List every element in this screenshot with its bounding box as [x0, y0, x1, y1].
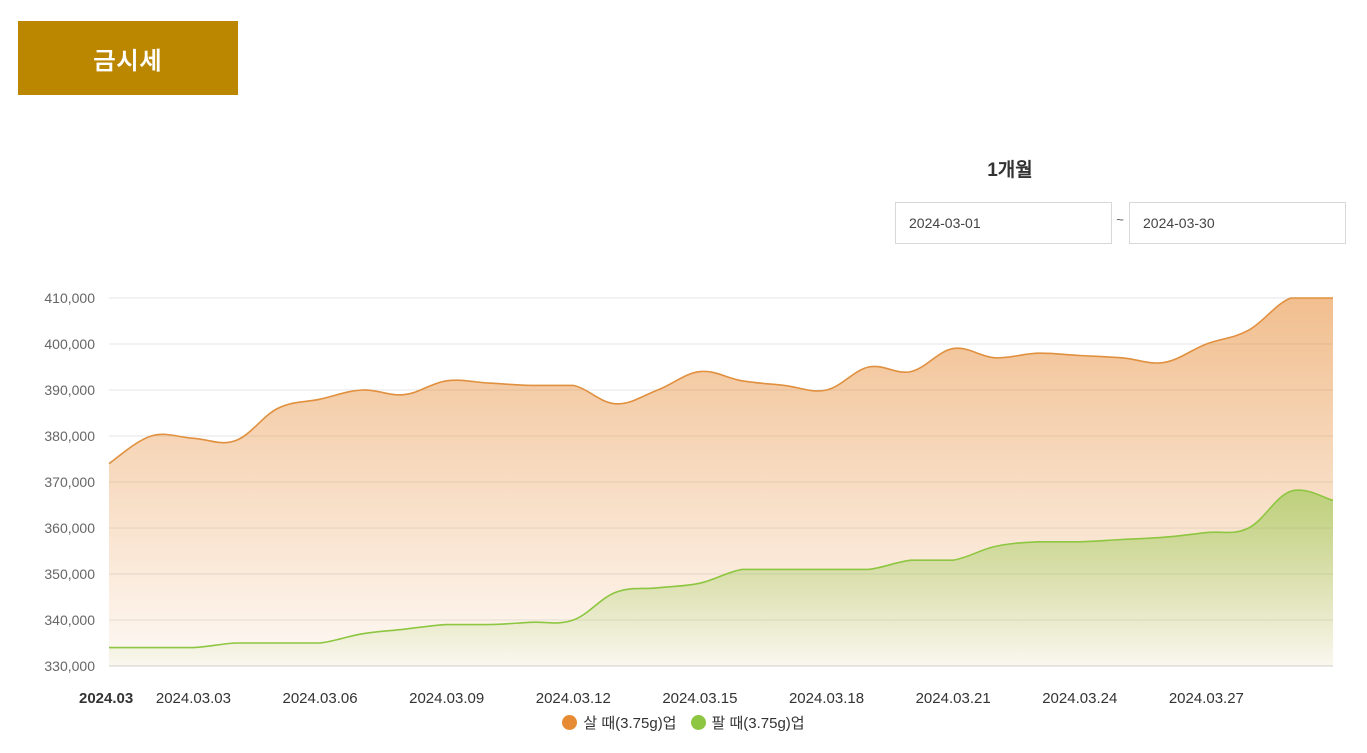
date-range-separator: ~: [1116, 212, 1124, 227]
data-point-sell: [528, 619, 534, 625]
data-point-buy: [1288, 295, 1294, 301]
data-point-buy: [233, 438, 239, 444]
series-area-sell: [109, 490, 1333, 666]
data-point-buy: [992, 355, 998, 361]
y-tick-label: 390,000: [44, 382, 95, 398]
y-tick-label: 400,000: [44, 336, 95, 352]
data-point-sell: [1288, 488, 1294, 494]
y-tick-label: 370,000: [44, 474, 95, 490]
data-point-buy: [1161, 359, 1167, 365]
data-point-sell: [148, 645, 154, 651]
data-point-buy: [401, 392, 407, 398]
legend-item-sell[interactable]: 팔 때(3.75g)업: [690, 712, 805, 733]
legend-marker-buy: [562, 715, 578, 730]
x-tick-label: 2024.03.03: [156, 690, 231, 707]
chart-legend: 살 때(3.75g)업 팔 때(3.75g)업: [0, 712, 1367, 733]
period-label[interactable]: 1개월: [987, 160, 1033, 181]
data-point-sell: [401, 626, 407, 632]
y-tick-label: 360,000: [44, 520, 95, 536]
y-tick-label: 410,000: [44, 290, 95, 306]
data-point-sell: [1330, 497, 1336, 503]
data-point-buy: [317, 396, 323, 402]
data-point-buy: [1119, 355, 1125, 361]
start-date-input[interactable]: [895, 202, 1112, 244]
data-point-sell: [992, 543, 998, 549]
legend-marker-sell: [690, 715, 706, 730]
end-date-input[interactable]: [1129, 202, 1346, 244]
data-point-sell: [275, 640, 281, 646]
data-point-sell: [612, 589, 618, 595]
data-point-sell: [317, 640, 323, 646]
data-point-sell: [359, 631, 365, 637]
data-point-buy: [486, 380, 492, 386]
legend-label-sell: 팔 때(3.75g)업: [711, 715, 805, 732]
data-point-sell: [570, 617, 576, 623]
data-point-buy: [528, 382, 534, 388]
x-tick-label: 2024.03.27: [1169, 690, 1244, 707]
data-point-buy: [781, 382, 787, 388]
data-point-buy: [1246, 327, 1252, 333]
data-point-buy: [275, 405, 281, 411]
data-point-sell: [866, 566, 872, 572]
data-point-sell: [950, 557, 956, 563]
legend-label-buy: 살 때(3.75g)업: [583, 715, 677, 732]
y-tick-label: 380,000: [44, 428, 95, 444]
x-tick-label: 2024.03.09: [409, 690, 484, 707]
x-tick-label: 2024.03.21: [916, 690, 991, 707]
x-tick-label: 2024.03.12: [536, 690, 611, 707]
series-line-sell: [109, 489, 1334, 649]
data-point-buy: [697, 369, 703, 375]
data-point-sell: [781, 566, 787, 572]
data-point-buy: [1203, 341, 1209, 347]
data-point-buy: [866, 364, 872, 370]
data-point-sell: [1077, 539, 1083, 545]
data-point-sell: [824, 566, 830, 572]
gold-price-chart: 330,000 340,000 350,000 360,000 370,000 380,0…: [44, 290, 1336, 707]
data-point-buy: [359, 387, 365, 393]
data-point-buy: [612, 401, 618, 407]
data-point-buy: [106, 461, 112, 467]
data-point-buy: [1330, 295, 1336, 301]
y-tick-label: 340,000: [44, 612, 95, 628]
data-point-sell: [106, 645, 112, 651]
data-point-buy: [655, 387, 661, 393]
data-point-buy: [908, 369, 914, 375]
data-point-buy: [1077, 353, 1083, 359]
x-tick-label: 2024.03.18: [789, 690, 864, 707]
x-tick-label: 2024.03.15: [662, 690, 737, 707]
data-point-sell: [1203, 530, 1209, 536]
data-point-buy: [824, 387, 830, 393]
data-point-buy: [1035, 350, 1041, 356]
data-point-sell: [190, 645, 196, 651]
data-point-buy: [148, 433, 154, 439]
data-point-sell: [1246, 525, 1252, 531]
data-point-buy: [739, 378, 745, 384]
x-tick-label: 2024.03.24: [1042, 690, 1117, 707]
data-point-sell: [444, 622, 450, 628]
y-tick-label: 350,000: [44, 566, 95, 582]
series-line-buy: [108, 297, 1333, 465]
data-point-sell: [1119, 537, 1125, 543]
data-point-sell: [233, 640, 239, 646]
legend-item-buy[interactable]: 살 때(3.75g)업: [562, 712, 677, 733]
data-point-sell: [908, 557, 914, 563]
data-point-buy: [950, 346, 956, 352]
data-point-sell: [1161, 534, 1167, 540]
x-tick-label: 2024.03: [79, 690, 133, 707]
data-point-sell: [1035, 539, 1041, 545]
data-point-buy: [444, 378, 450, 384]
x-tick-label: 2024.03.06: [282, 690, 357, 707]
data-point-buy: [570, 382, 576, 388]
data-point-sell: [655, 585, 661, 591]
data-point-sell: [697, 580, 703, 586]
y-tick-label: 330,000: [44, 658, 95, 674]
data-point-buy: [190, 435, 196, 441]
page-title: 금시세: [18, 21, 238, 95]
data-point-sell: [486, 622, 492, 628]
data-point-sell: [739, 566, 745, 572]
